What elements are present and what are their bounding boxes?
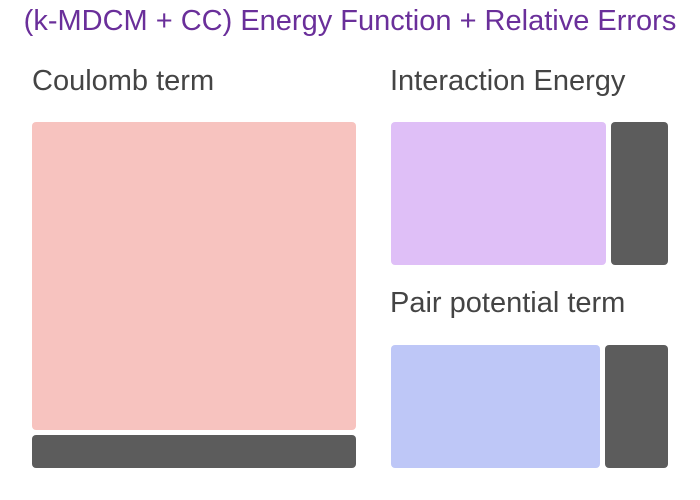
pair-potential-error-block — [605, 345, 668, 468]
coulomb-term-block — [32, 122, 356, 430]
interaction-energy-label: Interaction Energy — [390, 65, 626, 97]
pair-potential-label: Pair potential term — [390, 287, 626, 319]
interaction-energy-error-block — [611, 122, 668, 265]
interaction-energy-block — [391, 122, 606, 265]
pair-potential-block — [391, 345, 600, 468]
coulomb-term-label: Coulomb term — [32, 65, 215, 97]
coulomb-term-error-block — [32, 435, 356, 468]
diagram-title: (k-MDCM + CC) Energy Function + Relative… — [23, 5, 677, 37]
